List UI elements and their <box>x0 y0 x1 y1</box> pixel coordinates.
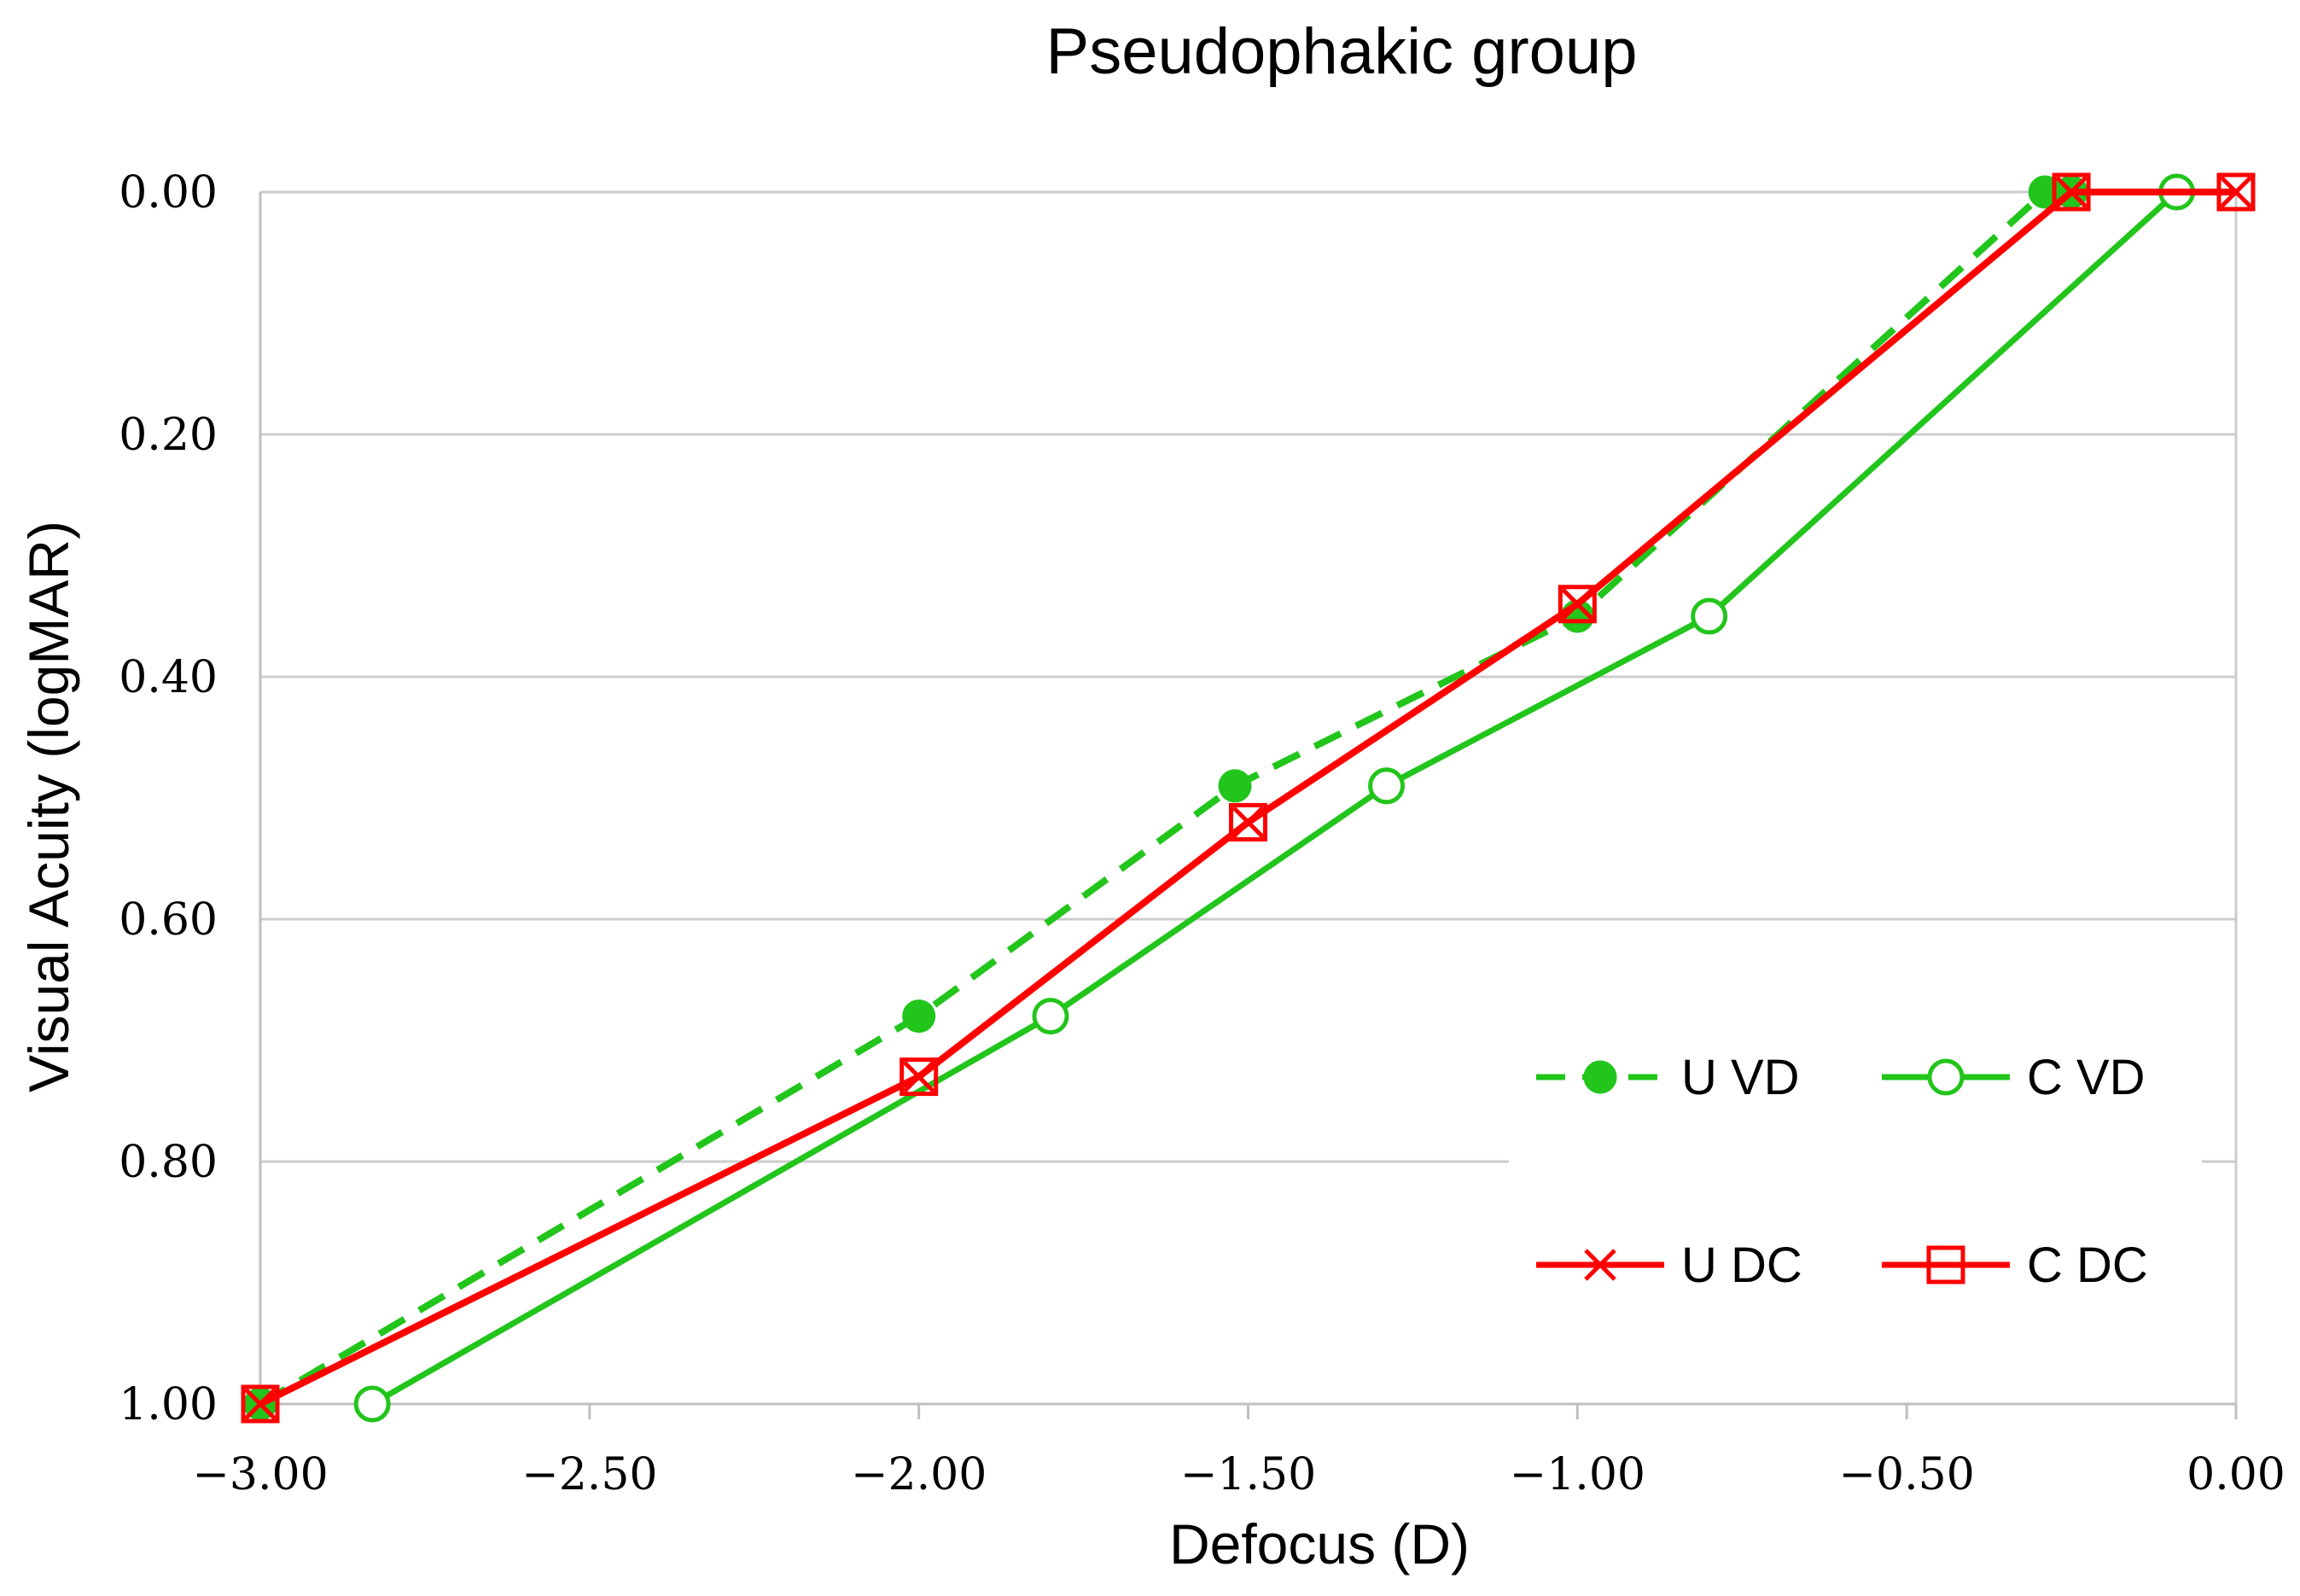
legend-item: U VD <box>1536 1050 1800 1105</box>
y-axis-title: Visual Acuity (logMAR) <box>17 521 80 1092</box>
y-tick-label: 0.00 <box>119 167 218 218</box>
y-tick-label: 0.60 <box>119 894 218 946</box>
x-tick-label: −2.00 <box>851 1449 987 1500</box>
legend-background <box>1509 1033 2202 1327</box>
legend-item: C DC <box>1882 1238 2148 1293</box>
marker-filled-circle <box>902 999 936 1034</box>
marker-open-square <box>2216 172 2256 212</box>
legend: U VD C VD U DC C DC <box>1509 1033 2202 1327</box>
y-tick-label: 0.40 <box>119 652 218 703</box>
x-tick-label: −0.50 <box>1838 1449 1974 1500</box>
x-tick-label: −1.00 <box>1510 1449 1645 1500</box>
chart-title: Pseudophakic group <box>1046 15 1638 88</box>
marker-open-circle <box>353 1385 391 1423</box>
marker-open-circle <box>1927 1058 1965 1096</box>
legend-label: U VD <box>1681 1050 1800 1105</box>
series-c-dc <box>241 172 2256 1424</box>
series-layer <box>241 172 2256 1424</box>
marker-open-square <box>900 1057 939 1097</box>
marker-open-square <box>2052 172 2091 212</box>
x-tick-label: −2.50 <box>521 1449 657 1500</box>
x-tick-label: −1.50 <box>1180 1449 1316 1500</box>
y-tick-label: 1.00 <box>119 1379 218 1430</box>
y-tick-label: 0.20 <box>119 410 218 461</box>
legend-label: C VD <box>2027 1050 2146 1105</box>
series-c-vd <box>353 173 2196 1423</box>
legend-label: U DC <box>1681 1238 1802 1293</box>
marker-open-circle <box>1368 767 1406 805</box>
marker-x <box>1584 1249 1616 1281</box>
marker-open-square <box>1229 802 1267 842</box>
x-tick-label: −3.00 <box>192 1449 328 1500</box>
marker-open-square <box>1926 1245 1965 1284</box>
series-line <box>259 189 2236 1407</box>
legend-label: C DC <box>2027 1238 2148 1293</box>
marker-open-circle <box>1032 998 1069 1035</box>
marker-open-square <box>241 1384 280 1424</box>
x-axis-title: Defocus (D) <box>1169 1512 1470 1576</box>
legend-item: U DC <box>1536 1238 1802 1293</box>
legend-item: C VD <box>1882 1050 2146 1105</box>
marker-open-square <box>1558 585 1597 624</box>
y-tick-label: 0.80 <box>119 1137 218 1188</box>
x-tick-label: 0.00 <box>2186 1449 2285 1500</box>
marker-open-circle <box>1691 597 1728 635</box>
marker-filled-circle <box>1218 769 1252 803</box>
marker-filled-circle <box>1583 1060 1617 1094</box>
axis-layer: 0.00 0.20 0.40 0.60 0.80 1.00 −3.00 −2.50 −2.00 −… <box>119 167 2285 1500</box>
